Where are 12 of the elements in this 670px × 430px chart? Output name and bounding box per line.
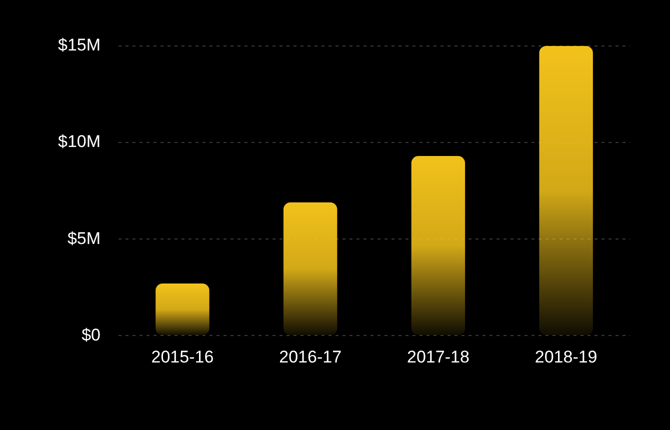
- x-tick-label: 2017-18: [407, 347, 470, 366]
- y-tick-label: $5M: [67, 228, 101, 248]
- x-tick-label: 2015-16: [151, 347, 214, 366]
- bar: [156, 283, 210, 336]
- x-tick-label: 2016-17: [279, 347, 342, 366]
- bar: [283, 202, 338, 336]
- bar: [411, 156, 466, 336]
- x-tick-label: 2018-19: [534, 347, 598, 366]
- y-tick-label: $15M: [58, 36, 101, 55]
- y-tick-label: $10M: [58, 132, 101, 152]
- y-tick-label: $0: [82, 325, 101, 344]
- bar: [539, 46, 593, 336]
